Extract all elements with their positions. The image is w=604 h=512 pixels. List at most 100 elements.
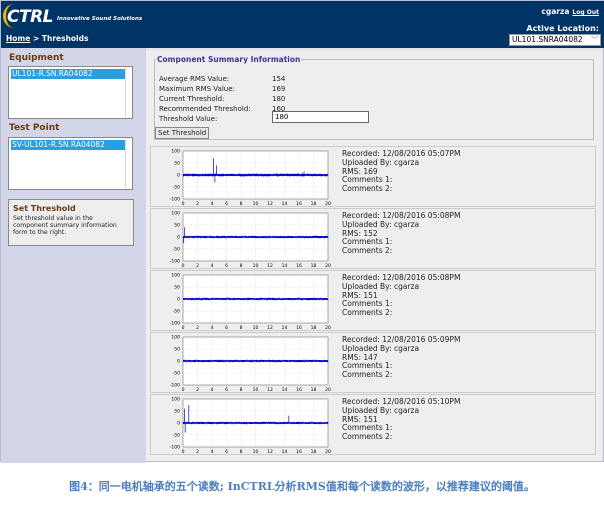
- reading-c1: Comments 1:: [342, 423, 393, 433]
- x-tick-label: 12: [267, 263, 273, 269]
- x-tick-label: 18: [311, 201, 317, 207]
- set-threshold-button[interactable]: Set Threshold: [155, 127, 210, 139]
- x-tick-label: 0: [182, 201, 185, 207]
- x-tick-label: 20: [325, 325, 331, 331]
- x-tick-label: 8: [240, 201, 243, 207]
- x-tick-label: 14: [282, 325, 288, 331]
- reading-uploaded: Uploaded By: cgarza: [342, 219, 420, 229]
- y-tick-label: 100: [171, 211, 180, 217]
- test-point-listbox[interactable]: SV-UL101-R.SN.RA04082: [8, 137, 133, 190]
- y-tick-label: -50: [173, 433, 180, 439]
- waveform-chart: 0 2 4 6 8 10 12 14 16 18 20 100 50 0 -50 -100: [170, 211, 331, 270]
- x-tick-label: 12: [267, 449, 273, 455]
- x-tick-label: 8: [240, 387, 243, 393]
- component-summary: Component Summary Information Average RM…: [154, 55, 594, 140]
- reading-rms: RMS: 169: [342, 166, 378, 176]
- scrollbar[interactable]: [125, 67, 132, 118]
- y-tick-label: 50: [174, 409, 180, 415]
- y-tick-label: -50: [173, 185, 180, 191]
- x-tick-label: 4: [211, 449, 214, 455]
- x-tick-label: 6: [225, 263, 228, 269]
- reading-uploaded: Uploaded By: cgarza: [342, 281, 420, 291]
- scrollbar[interactable]: [125, 138, 132, 189]
- x-tick-label: 16: [296, 325, 302, 331]
- x-tick-label: 12: [267, 387, 273, 393]
- active-location-select[interactable]: UL101.SNRA04082 ﹀: [509, 34, 601, 46]
- reading-uploaded: Uploaded By: cgarza: [342, 157, 420, 167]
- y-tick-label: 0: [177, 173, 180, 179]
- app-window: CTRL Innovative Sound Solutions Home > T…: [0, 0, 604, 463]
- y-tick-label: 100: [171, 397, 180, 403]
- x-tick-label: 4: [211, 201, 214, 207]
- threshold-value-input[interactable]: 180: [272, 111, 369, 123]
- help-title: Set Threshold: [13, 204, 76, 213]
- active-location-label: Active Location:: [526, 24, 599, 33]
- y-tick-label: -100: [170, 197, 180, 203]
- y-tick-label: -100: [170, 321, 180, 327]
- summary-legend: Component Summary Information: [157, 55, 301, 64]
- reading-c1: Comments 1:: [342, 299, 393, 309]
- x-tick-label: 16: [296, 201, 302, 207]
- x-tick-label: 0: [182, 387, 185, 393]
- equipment-option[interactable]: UL101-R.SN.RA04082: [11, 69, 125, 79]
- x-tick-label: 18: [311, 387, 317, 393]
- x-tick-label: 8: [240, 449, 243, 455]
- waveform-line: [182, 420, 329, 425]
- reading-c2: Comments 2:: [342, 246, 393, 256]
- reading-uploaded: Uploaded By: cgarza: [342, 405, 420, 415]
- sidebar: Equipment UL101-R.SN.RA04082 Test Point …: [1, 48, 146, 463]
- reading-rms: RMS: 151: [342, 290, 378, 300]
- summary-row: Recommended Threshold: 160: [159, 105, 286, 113]
- reading-recorded: Recorded: 12/08/2016 05:08PM: [342, 273, 461, 282]
- waveform-chart: 0 2 4 6 8 10 12 14 16 18 20 100 50 0 -50 -100: [170, 273, 331, 332]
- waveform-line: [182, 358, 329, 363]
- x-tick-label: 2: [196, 387, 199, 393]
- logout-link[interactable]: Log Out: [572, 9, 599, 16]
- test-point-option[interactable]: SV-UL101-R.SN.RA04082: [11, 140, 125, 150]
- x-tick-label: 16: [296, 449, 302, 455]
- reading-item: 0 2 4 6 8 10 12 14 16 18 20 100 50 0 -50 -100 Recorded: …: [150, 332, 596, 393]
- help-box: Set Threshold Set threshold value in the…: [8, 199, 134, 246]
- summary-row: Average RMS Value: 154: [159, 75, 286, 83]
- x-tick-label: 10: [253, 201, 259, 207]
- x-tick-label: 20: [325, 387, 331, 393]
- x-tick-label: 6: [225, 325, 228, 331]
- test-point-heading: Test Point: [9, 123, 60, 133]
- waveform-chart: 0 2 4 6 8 10 12 14 16 18 20 100 50 0 -50 -100: [170, 335, 331, 394]
- y-tick-label: -100: [170, 259, 180, 265]
- x-tick-label: 18: [311, 263, 317, 269]
- reading-recorded: Recorded: 12/08/2016 05:08PM: [342, 211, 461, 220]
- header: CTRL Innovative Sound Solutions Home > T…: [1, 1, 604, 48]
- reading-c2: Comments 2:: [342, 432, 393, 442]
- reading-rms: RMS: 151: [342, 414, 378, 424]
- summary-row: Maximum RMS Value: 169: [159, 85, 286, 93]
- equipment-heading: Equipment: [9, 53, 64, 63]
- reading-item: 0 2 4 6 8 10 12 14 16 18 20 100 50 0 -50 -100 Recorded: …: [150, 208, 596, 269]
- x-tick-label: 14: [282, 449, 288, 455]
- x-tick-label: 12: [267, 325, 273, 331]
- y-tick-label: 100: [171, 273, 180, 279]
- x-tick-label: 4: [211, 325, 214, 331]
- x-tick-label: 14: [282, 263, 288, 269]
- y-tick-label: -50: [173, 371, 180, 377]
- help-text: Set threshold value in the component sum…: [13, 215, 117, 236]
- reading-item: 0 2 4 6 8 10 12 14 16 18 20 100 50 0 -50 -100 Recorded: …: [150, 270, 596, 331]
- x-tick-label: 10: [253, 387, 259, 393]
- x-tick-label: 10: [253, 325, 259, 331]
- breadcrumb-home-link[interactable]: Home: [6, 34, 31, 43]
- y-tick-label: 100: [171, 149, 180, 155]
- reading-c1: Comments 1:: [342, 175, 393, 185]
- figure-caption: 图4：同一电机轴承的五个读数; InCTRL分析RMS值和每个读数的波形，以推荐…: [69, 480, 535, 493]
- reading-c2: Comments 2:: [342, 184, 393, 194]
- reading-c2: Comments 2:: [342, 370, 393, 380]
- waveform-chart: 0 2 4 6 8 10 12 14 16 18 20 100 50 0 -50 -100: [170, 397, 331, 456]
- reading-recorded: Recorded: 12/08/2016 05:07PM: [342, 149, 461, 158]
- y-tick-label: -100: [170, 445, 180, 451]
- equipment-listbox[interactable]: UL101-R.SN.RA04082: [8, 66, 133, 119]
- breadcrumb: Home > Thresholds: [6, 34, 89, 43]
- reading-c2: Comments 2:: [342, 308, 393, 318]
- x-tick-label: 0: [182, 449, 185, 455]
- x-tick-label: 8: [240, 263, 243, 269]
- y-tick-label: 50: [174, 161, 180, 167]
- y-tick-label: 0: [177, 421, 180, 427]
